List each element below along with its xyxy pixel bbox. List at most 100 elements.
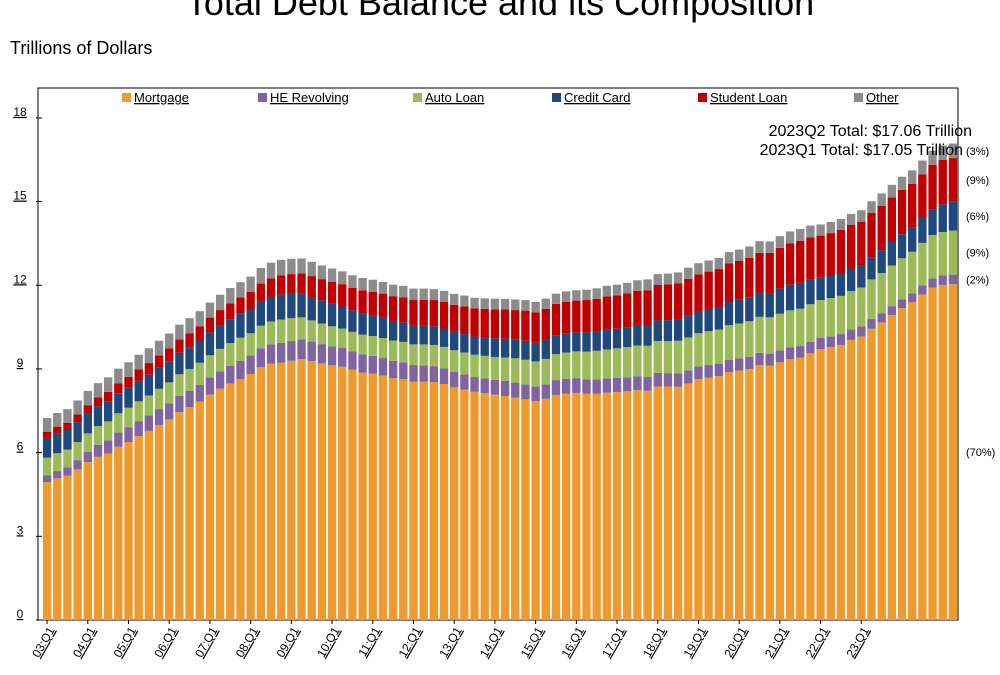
bar-segment-other [388, 284, 398, 297]
bar-segment-student-loan [215, 310, 225, 326]
bar-segment-student-loan [297, 273, 306, 294]
bar-segment-other [887, 184, 897, 198]
bar-segment-he-revolving [388, 360, 398, 379]
bar-segment-other [836, 218, 846, 231]
share-label-other: (3%) [966, 146, 989, 158]
q2-total-annotation: 2023Q2 Total: $17.06 Trillion [769, 123, 972, 140]
bar-segment-mortgage [490, 394, 500, 620]
bar-segment-mortgage [511, 397, 520, 620]
bar-segment-other [246, 276, 255, 292]
bar-segment-other [877, 193, 886, 206]
bar-segment-credit-card [277, 294, 286, 320]
bar-segment-student-loan [541, 308, 550, 340]
bar-segment-student-loan [948, 158, 958, 202]
bar-segment-auto-loan [327, 326, 337, 347]
x-tick-label: 07:Q1 [192, 624, 221, 660]
bar-segment-auto-loan [643, 345, 652, 378]
bar-segment-mortgage [236, 378, 245, 620]
bar-segment-auto-loan [205, 355, 215, 378]
bar-segment-mortgage [358, 372, 367, 620]
bar-segment-auto-loan [755, 316, 764, 353]
bar-segment-auto-loan [806, 304, 815, 342]
bar-segment-credit-card [531, 342, 540, 362]
bar-segment-credit-card [165, 361, 174, 383]
bar-segment-credit-card [735, 299, 744, 324]
bar-segment-credit-card [623, 327, 632, 348]
legend-swatch-mortgage [122, 93, 131, 102]
bar-segment-mortgage [439, 384, 449, 620]
bar-segment-he-revolving [205, 377, 215, 395]
bar-segment-auto-loan [704, 331, 713, 366]
share-label-he-revolving: (2%) [966, 274, 989, 286]
bar-segment-credit-card [572, 332, 581, 352]
bar-segment-auto-loan [694, 333, 703, 367]
bar-segment-auto-loan [918, 242, 927, 286]
bar-segment-student-loan [867, 213, 876, 258]
bar-segment-mortgage [409, 381, 418, 620]
bar-segment-student-loan [897, 189, 907, 235]
bar-segment-student-loan [307, 276, 316, 297]
bar-segment-auto-loan [246, 333, 255, 356]
bar-segment-he-revolving [663, 373, 673, 387]
bar-segment-other [775, 236, 785, 248]
bar-segment-mortgage [256, 367, 265, 620]
bar-segment-auto-loan [785, 310, 795, 348]
bar-segment-other [908, 170, 917, 184]
bar-segment-mortgage [144, 430, 154, 620]
bar-segment-student-loan [735, 260, 744, 300]
bar-segment-he-revolving [745, 356, 754, 369]
bar-segment-auto-loan [887, 265, 897, 307]
bar-segment-credit-card [103, 401, 113, 422]
bar-segment-student-loan [643, 290, 652, 326]
x-tick-label: 10:Q1 [314, 624, 343, 660]
bar-segment-mortgage [887, 315, 897, 620]
bar-segment-other [714, 257, 723, 270]
bar-segment-student-loan [175, 339, 184, 353]
bar-segment-credit-card [816, 277, 825, 301]
bar-segment-other [928, 150, 937, 165]
bar-segment-credit-card [256, 301, 265, 326]
legend-swatch-auto-loan [413, 93, 422, 102]
bar-segment-other [338, 271, 347, 285]
bar-segment-he-revolving [887, 306, 897, 316]
bar-segment-other [348, 275, 357, 288]
bar-segment-other [114, 368, 123, 384]
bar-segment-other [195, 311, 204, 327]
x-tick-label: 13:Q1 [436, 624, 465, 660]
bar-segment-other [785, 231, 795, 244]
bar-segment-auto-loan [582, 351, 591, 380]
bar-segment-credit-card [42, 438, 52, 458]
bar-segment-auto-loan [561, 352, 571, 379]
bar-segment-mortgage [704, 377, 713, 620]
bar-segment-credit-card [297, 293, 306, 318]
bar-segment-credit-card [612, 328, 622, 349]
bar-segment-mortgage [623, 391, 632, 620]
bar-segment-mortgage [42, 482, 52, 620]
bar-segment-auto-loan [226, 343, 235, 366]
bar-segment-he-revolving [256, 348, 265, 368]
bar-segment-mortgage [246, 373, 255, 620]
bar-segment-other [918, 160, 927, 175]
bar-segment-auto-loan [378, 337, 388, 359]
bar-segment-other [623, 282, 632, 294]
bar-segment-mortgage [765, 365, 774, 620]
bar-segment-other [521, 300, 530, 311]
bar-segment-credit-card [663, 320, 673, 342]
bar-segment-he-revolving [724, 359, 734, 373]
bar-segment-student-loan [908, 183, 917, 228]
bar-segment-credit-card [226, 319, 235, 343]
bar-segment-mortgage [480, 393, 489, 620]
bar-segment-other [297, 258, 306, 274]
bar-segment-auto-loan [419, 344, 428, 366]
bar-segment-auto-loan [551, 354, 561, 381]
bar-segment-student-loan [857, 221, 866, 266]
bar-segment-other [226, 288, 235, 304]
bar-segment-credit-card [246, 308, 255, 334]
bar-segment-student-loan [93, 397, 103, 407]
bar-segment-credit-card [673, 319, 683, 341]
bar-segment-he-revolving [165, 403, 174, 420]
bar-segment-student-loan [623, 293, 632, 328]
bar-segment-auto-loan [948, 230, 958, 275]
bar-segment-he-revolving [368, 355, 377, 374]
bar-segment-he-revolving [735, 358, 744, 371]
